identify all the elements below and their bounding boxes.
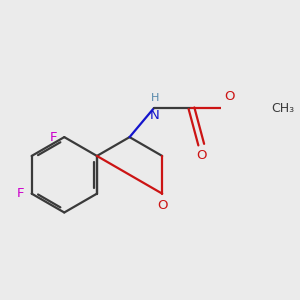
Text: CH₃: CH₃ [271, 102, 294, 115]
Text: N: N [150, 109, 160, 122]
Text: F: F [50, 130, 57, 144]
Text: O: O [157, 199, 167, 212]
Text: F: F [17, 187, 25, 200]
Text: O: O [224, 90, 234, 103]
Text: O: O [196, 148, 206, 162]
Text: H: H [151, 93, 159, 103]
